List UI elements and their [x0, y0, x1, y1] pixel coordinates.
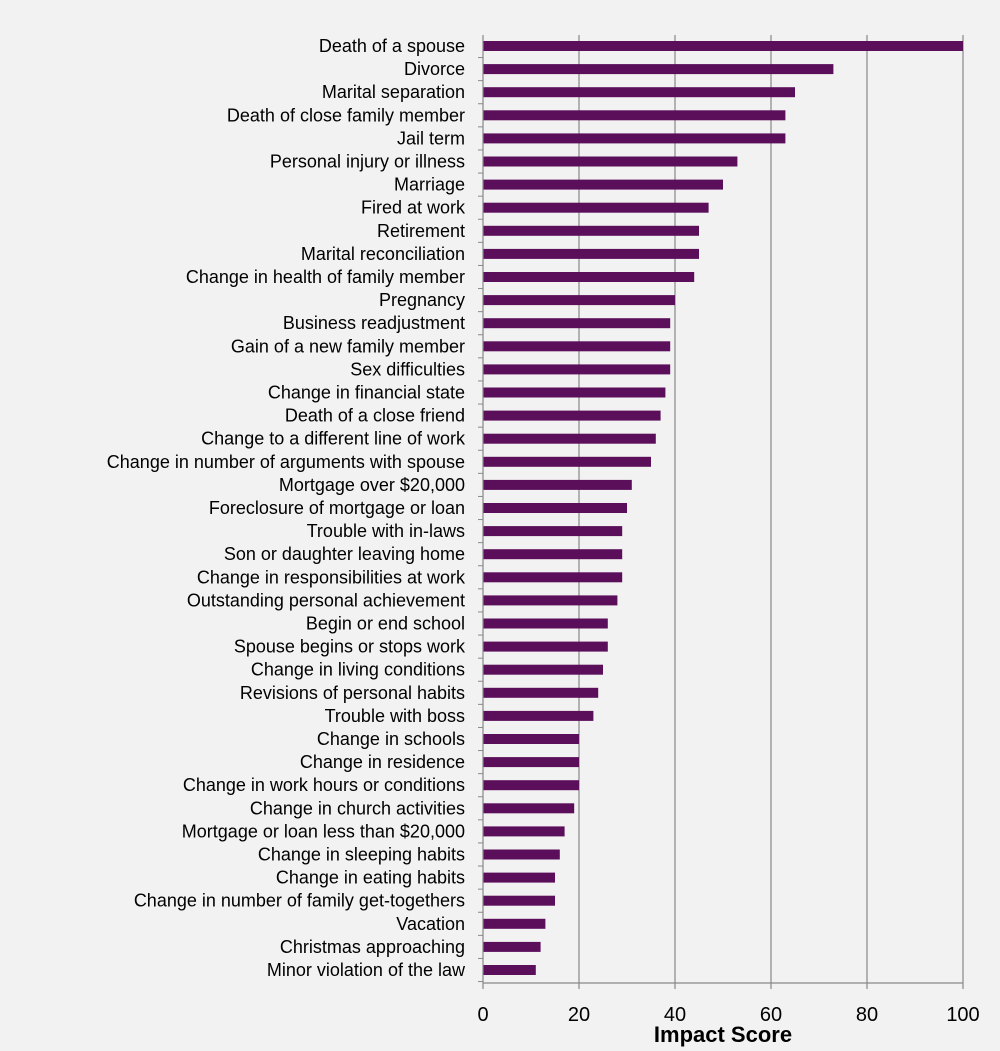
bar: [483, 295, 675, 306]
category-label: Retirement: [377, 221, 465, 241]
x-tick-label: 40: [664, 1004, 686, 1026]
x-tick-labels: 0 20 40 60 80 100: [477, 983, 980, 1026]
category-label: Marital reconciliation: [301, 244, 465, 264]
bar: [483, 780, 579, 791]
bar: [483, 133, 786, 144]
category-label: Business readjustment: [283, 313, 465, 333]
bar: [483, 64, 834, 75]
bars: [483, 41, 963, 975]
category-label: Fired at work: [361, 198, 466, 218]
bar: [483, 410, 661, 421]
x-tick-label: 20: [568, 1004, 590, 1026]
category-label: Personal injury or illness: [270, 152, 465, 172]
bar: [483, 503, 627, 513]
category-label: Mortgage or loan less than $20,000: [182, 821, 465, 841]
bar: [483, 156, 738, 167]
category-label: Change in work hours or conditions: [183, 775, 465, 795]
category-label: Sex difficulties: [350, 359, 465, 379]
axes: [478, 35, 963, 984]
category-label: Change in eating habits: [276, 868, 465, 888]
bar: [483, 965, 536, 975]
bar: [483, 826, 565, 837]
category-label: Begin or end school: [306, 614, 465, 634]
category-label: Son or daughter leaving home: [224, 544, 465, 564]
category-label: Trouble with boss: [325, 706, 465, 726]
category-label: Mortgage over $20,000: [279, 475, 465, 495]
category-label: Christmas approaching: [280, 937, 465, 957]
category-label: Change in schools: [317, 729, 465, 749]
bar: [483, 803, 575, 814]
bar: [483, 225, 699, 236]
category-label: Change in sleeping habits: [258, 845, 465, 865]
category-label: Change in health of family member: [186, 267, 465, 287]
bar: [483, 526, 623, 537]
x-tick-label: 100: [946, 1004, 979, 1026]
bar: [483, 479, 632, 490]
bar: [483, 179, 723, 190]
category-label: Gain of a new family member: [231, 336, 465, 356]
bar: [483, 364, 671, 375]
category-label: Foreclosure of mortgage or loan: [209, 498, 465, 518]
bar: [483, 849, 560, 860]
x-axis-title: Impact Score: [654, 1022, 792, 1047]
category-label: Change in residence: [300, 752, 465, 772]
bar: [483, 433, 656, 444]
category-label: Change in number of arguments with spous…: [107, 452, 465, 472]
bar: [483, 110, 786, 121]
category-labels: Death of a spouse Divorce Marital separati…: [107, 36, 466, 980]
category-label: Change in living conditions: [251, 660, 465, 680]
bar: [483, 572, 623, 583]
category-label: Revisions of personal habits: [240, 683, 465, 703]
category-label: Minor violation of the law: [267, 960, 466, 980]
category-label: Spouse begins or stops work: [234, 637, 466, 657]
bar: [483, 41, 963, 51]
bar: [483, 202, 709, 213]
bar: [483, 272, 695, 282]
category-label: Change in church activities: [250, 798, 465, 818]
category-label: Divorce: [404, 59, 465, 79]
x-tick-label: 80: [856, 1004, 878, 1026]
category-label: Jail term: [397, 128, 465, 148]
bar: [483, 549, 623, 560]
category-label: Marriage: [394, 175, 465, 195]
x-tick-label: 60: [760, 1004, 782, 1026]
category-label: Pregnancy: [379, 290, 465, 310]
category-label: Death of a spouse: [319, 36, 465, 56]
bar: [483, 687, 599, 698]
bar: [483, 918, 546, 929]
bar: [483, 248, 699, 259]
category-label: Death of close family member: [227, 105, 465, 125]
bar: [483, 895, 555, 906]
gridlines: [578, 35, 964, 983]
bar: [483, 664, 603, 675]
bar: [483, 456, 651, 467]
bar: [483, 757, 579, 768]
bar: [483, 618, 608, 629]
bar: [483, 595, 618, 606]
category-label: Change in financial state: [268, 383, 465, 403]
bar: [483, 318, 671, 329]
category-label: Change to a different line of work: [201, 429, 466, 449]
category-label: Vacation: [396, 914, 465, 934]
bar: [483, 641, 608, 652]
category-label: Death of a close friend: [285, 406, 465, 426]
category-label: Outstanding personal achievement: [187, 590, 465, 610]
bar: [483, 941, 541, 952]
bar: [483, 734, 579, 744]
bar: [483, 387, 666, 398]
bar: [483, 872, 555, 883]
x-tick-label: 0: [477, 1004, 488, 1026]
category-label: Marital separation: [322, 82, 465, 102]
bar: [483, 87, 795, 98]
category-label: Trouble with in-laws: [307, 521, 465, 541]
bar: [483, 341, 671, 352]
category-label: Change in responsibilities at work: [197, 567, 466, 587]
category-label: Change in number of family get-togethers: [134, 891, 465, 911]
bar: [483, 710, 594, 721]
